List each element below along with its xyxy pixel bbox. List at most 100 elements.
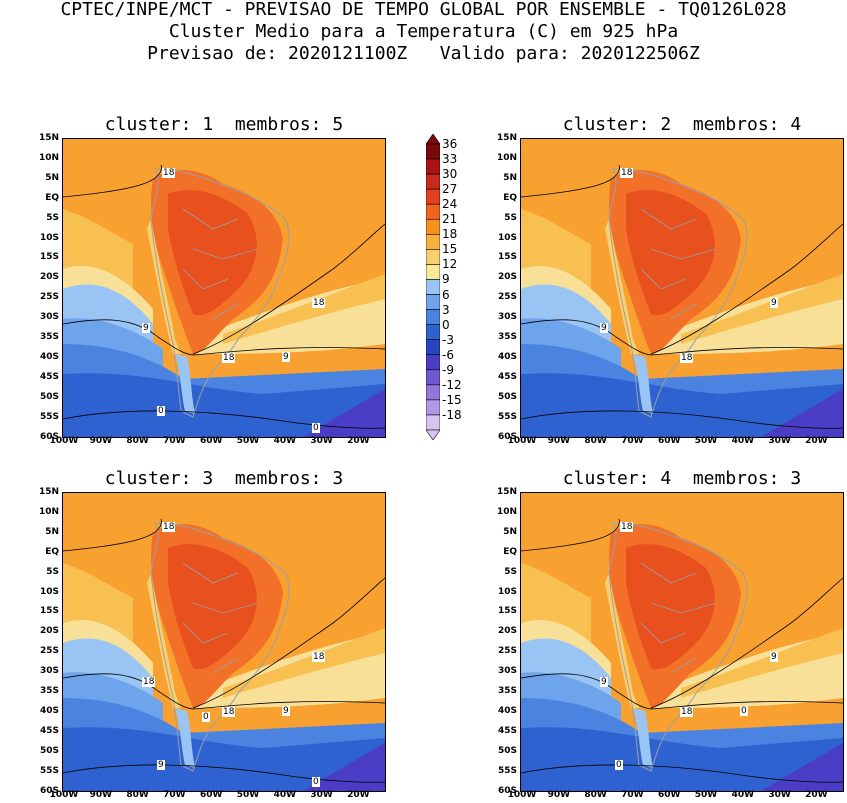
panel-1-map	[62, 138, 386, 438]
lat-tick-label: 40S	[39, 705, 59, 716]
lat-tick-label: 5S	[504, 212, 517, 223]
contour-label: 18	[620, 522, 634, 532]
lon-tick-label: 40W	[273, 436, 297, 446]
lon-tick-label: 100W	[49, 790, 79, 800]
lon-tick-label: 30W	[310, 436, 333, 446]
lat-tick-label: 40S	[497, 705, 517, 716]
colorbar-swatch	[425, 218, 441, 235]
lat-tick-label: 15S	[39, 252, 59, 263]
lat-tick-label: 5S	[504, 566, 517, 577]
lon-tick-label: 80W	[126, 790, 149, 800]
colorbar-label: 24	[442, 197, 458, 212]
lat-tick-label: 15S	[497, 606, 517, 617]
lat-tick-label: 20S	[39, 272, 59, 283]
lon-tick-label: 60W	[199, 436, 223, 446]
colorbar-swatch	[425, 369, 441, 386]
lat-tick-label: 45S	[39, 725, 59, 736]
lat-tick-label: 55S	[497, 411, 517, 422]
lon-tick-label: 100W	[507, 790, 537, 800]
lat-tick-label: 10S	[39, 586, 59, 597]
colorbar-label: -9	[442, 362, 454, 377]
contour-label: 18	[312, 298, 326, 308]
lat-tick-label: 55S	[497, 765, 517, 776]
lon-tick-label: 50W	[236, 790, 260, 800]
panel-4-title: cluster: 4 membros: 3	[562, 468, 802, 489]
colorbar	[425, 133, 441, 441]
contour-label: 0	[740, 706, 748, 716]
lat-tick-label: 25S	[497, 646, 517, 657]
panel-2-map	[520, 138, 844, 438]
lat-tick-label: 50S	[497, 391, 517, 402]
colorbar-label: -18	[442, 407, 462, 422]
colorbar-swatch	[425, 249, 441, 265]
lat-tick-label: 60S	[497, 785, 517, 796]
lat-tick-label: 20S	[497, 626, 517, 637]
lat-tick-label: 10S	[497, 232, 517, 243]
lat-tick-label: 15N	[38, 133, 59, 143]
lon-tick-label: 40W	[731, 436, 755, 446]
lat-tick-label: 10N	[38, 152, 59, 163]
colorbar-swatch	[425, 414, 441, 431]
panel-1-title: cluster: 1 membros: 5	[104, 114, 344, 135]
lat-tick-label: 40S	[497, 351, 517, 362]
colorbar-label: 3	[442, 302, 450, 317]
lat-tick-label: 60S	[497, 431, 517, 442]
lat-tick-label: 15N	[496, 133, 517, 143]
lon-tick-label: 70W	[621, 436, 644, 446]
panel-3-title: cluster: 3 membros: 3	[104, 468, 344, 489]
lon-tick-label: 90W	[547, 790, 571, 800]
contour-label: 9	[157, 760, 165, 770]
contour-label: 9	[142, 323, 150, 333]
colorbar-label: 18	[442, 227, 458, 242]
contour-label: 18	[222, 707, 236, 717]
lon-tick-label: 60W	[657, 790, 681, 800]
lat-tick-label: 15N	[38, 487, 59, 497]
lat-tick-label: 55S	[39, 765, 59, 776]
colorbar-swatch	[425, 203, 441, 220]
header-line-2: Cluster Medio para a Temperatura (C) em …	[168, 21, 679, 42]
lat-tick-label: 5S	[46, 212, 59, 223]
lon-tick-label: 30W	[768, 436, 791, 446]
lat-tick-label: 35S	[497, 686, 517, 696]
lat-tick-label: 60S	[39, 431, 59, 442]
lat-tick-label: 30S	[39, 666, 59, 677]
lon-tick-label: 50W	[694, 436, 718, 446]
header-line-1: CPTEC/INPE/MCT - PREVISAO DE TEMPO GLOBA…	[60, 0, 787, 20]
lat-tick-label: 20S	[39, 626, 59, 637]
colorbar-swatch	[425, 279, 441, 295]
contour-label: 18	[222, 353, 236, 363]
lat-tick-label: 20S	[497, 272, 517, 283]
colorbar-label: -15	[442, 392, 462, 407]
lat-tick-label: EQ	[45, 546, 59, 557]
colorbar-bottom-arrow	[425, 429, 441, 441]
colorbar-swatch	[425, 294, 441, 310]
colorbar-label: 33	[442, 152, 458, 167]
lon-tick-label: 70W	[163, 790, 186, 800]
lon-tick-label: 30W	[768, 790, 791, 800]
panel-3-map	[62, 492, 386, 792]
lat-tick-label: 10N	[496, 152, 517, 163]
colorbar-swatch	[425, 158, 441, 175]
lat-tick-label: 35S	[497, 332, 517, 342]
colorbar-swatch	[425, 188, 441, 205]
colorbar-top-arrow	[425, 133, 441, 145]
contour-label: 9	[770, 298, 778, 308]
lat-tick-label: 5S	[46, 566, 59, 577]
lon-tick-label: 50W	[236, 436, 260, 446]
lat-tick-label: 45S	[39, 371, 59, 382]
colorbar-swatch	[425, 384, 441, 401]
lon-tick-label: 90W	[547, 436, 571, 446]
colorbar-label: 27	[442, 182, 458, 197]
lon-tick-label: 80W	[584, 790, 607, 800]
colorbar-label: 0	[442, 317, 450, 332]
lon-tick-label: 80W	[126, 436, 149, 446]
lon-tick-label: 20W	[347, 790, 370, 800]
colorbar-swatch	[425, 143, 441, 160]
lat-tick-label: 10S	[497, 586, 517, 597]
colorbar-svg	[425, 133, 441, 441]
lat-tick-label: 35S	[39, 686, 59, 696]
contour-label: 18	[312, 652, 326, 662]
lat-tick-label: 15N	[496, 487, 517, 497]
lon-tick-label: 50W	[694, 790, 718, 800]
contour-label: 18	[162, 522, 176, 532]
